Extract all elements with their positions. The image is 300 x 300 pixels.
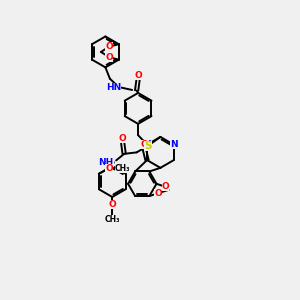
Text: NH: NH <box>98 158 114 167</box>
Text: N: N <box>143 140 151 149</box>
Text: O: O <box>105 42 113 51</box>
Text: O: O <box>105 53 113 62</box>
Text: N: N <box>143 140 151 149</box>
Text: S: S <box>144 141 152 151</box>
Text: O: O <box>108 200 116 209</box>
Text: N: N <box>170 140 178 149</box>
Text: O: O <box>140 140 148 149</box>
Text: CH₃: CH₃ <box>104 215 120 224</box>
Text: O: O <box>134 71 142 80</box>
Text: HN: HN <box>106 83 121 92</box>
Text: O: O <box>154 189 162 198</box>
Text: O: O <box>119 134 127 143</box>
Text: O: O <box>105 164 113 173</box>
Text: CH₃: CH₃ <box>115 164 130 173</box>
Text: O: O <box>161 182 169 191</box>
